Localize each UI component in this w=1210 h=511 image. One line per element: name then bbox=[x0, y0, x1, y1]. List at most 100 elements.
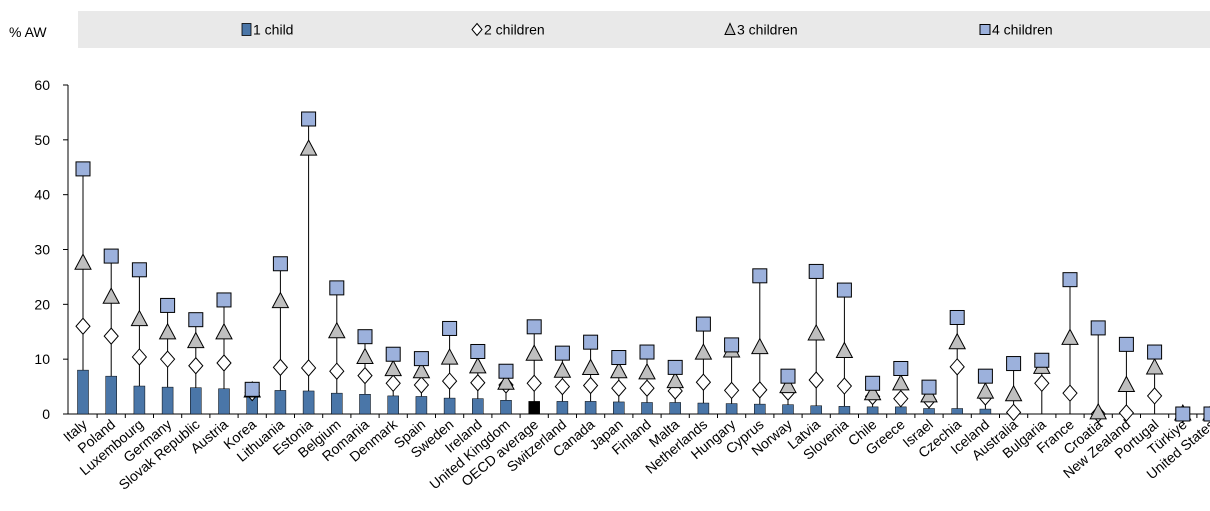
marker-triangle bbox=[1117, 375, 1136, 392]
bar bbox=[472, 398, 484, 415]
bar bbox=[979, 408, 992, 415]
legend-background bbox=[78, 11, 1210, 48]
marker-triangle bbox=[948, 332, 967, 350]
bar bbox=[528, 401, 540, 415]
bar bbox=[302, 390, 315, 415]
marker-square bbox=[752, 268, 768, 284]
bar bbox=[810, 405, 822, 415]
legend-swatch-square bbox=[979, 24, 991, 35]
marker-triangle bbox=[666, 371, 685, 389]
marker-diamond bbox=[1118, 404, 1135, 422]
marker-triangle bbox=[271, 291, 290, 309]
marker-square bbox=[75, 161, 91, 177]
bar bbox=[951, 408, 963, 415]
legend: 1 child 2 children 3 children 4 children bbox=[241, 22, 1053, 38]
y-tick-label: 60 bbox=[34, 77, 50, 93]
marker-square bbox=[498, 363, 514, 379]
marker-triangle bbox=[468, 356, 487, 374]
bar bbox=[866, 406, 879, 415]
marker-square bbox=[836, 282, 852, 298]
marker-triangle bbox=[609, 361, 628, 379]
bar bbox=[584, 401, 597, 415]
bar bbox=[359, 394, 371, 415]
marker-diamond bbox=[639, 379, 655, 397]
marker-square bbox=[188, 312, 204, 328]
marker-square bbox=[893, 360, 909, 376]
bar bbox=[697, 402, 710, 415]
marker-diamond bbox=[385, 374, 401, 393]
marker-triangle bbox=[215, 322, 233, 340]
marker-diamond bbox=[836, 377, 853, 395]
marker-triangle bbox=[384, 359, 403, 377]
marker-triangle bbox=[356, 347, 374, 365]
marker-triangle bbox=[186, 331, 205, 349]
legend-label: 1 child bbox=[253, 22, 293, 38]
marker-diamond bbox=[808, 371, 824, 389]
marker-diamond bbox=[272, 358, 289, 377]
marker-diamond bbox=[300, 359, 317, 377]
marker-diamond bbox=[723, 381, 740, 400]
unit-label: % AW bbox=[9, 24, 47, 40]
legend-label: 3 children bbox=[737, 22, 798, 38]
marker-square bbox=[216, 292, 232, 308]
bar bbox=[77, 369, 89, 415]
y-tick-label: 20 bbox=[34, 296, 50, 312]
marker-diamond bbox=[554, 377, 571, 396]
marker-triangle bbox=[1004, 384, 1023, 402]
bar bbox=[387, 395, 399, 415]
bar bbox=[556, 401, 569, 415]
markers bbox=[74, 111, 1210, 423]
bar bbox=[218, 388, 230, 415]
bar bbox=[895, 406, 907, 415]
bar bbox=[500, 400, 512, 415]
y-tick-label: 10 bbox=[34, 351, 50, 367]
marker-diamond bbox=[329, 362, 345, 380]
legend-swatch-diamond bbox=[471, 22, 483, 37]
marker-square bbox=[554, 345, 570, 361]
marker-triangle bbox=[779, 376, 797, 394]
marker-triangle bbox=[1061, 328, 1079, 345]
marker-square bbox=[780, 368, 796, 384]
marker-square bbox=[470, 343, 486, 359]
marker-triangle bbox=[553, 361, 572, 378]
marker-square bbox=[131, 262, 147, 278]
marker-square bbox=[1203, 406, 1210, 422]
marker-diamond bbox=[75, 317, 91, 336]
bar bbox=[725, 403, 738, 415]
marker-triangle bbox=[750, 337, 769, 355]
marker-square bbox=[865, 375, 881, 391]
marker-square bbox=[921, 379, 937, 395]
marker-triangle bbox=[102, 287, 121, 304]
marker-diamond bbox=[1146, 387, 1163, 405]
legend-label: 4 children bbox=[992, 22, 1053, 38]
marker-triangle bbox=[497, 373, 515, 390]
bar bbox=[161, 386, 174, 415]
marker-square bbox=[385, 346, 401, 362]
marker-square bbox=[583, 334, 599, 350]
marker-triangle bbox=[1089, 402, 1108, 420]
bar bbox=[613, 401, 625, 415]
marker-square bbox=[1006, 356, 1022, 372]
marker-diamond bbox=[1005, 403, 1022, 422]
marker-diamond bbox=[1034, 374, 1050, 393]
marker-square bbox=[301, 111, 317, 127]
marker-square bbox=[1118, 336, 1134, 352]
marker-triangle bbox=[807, 323, 826, 341]
bar bbox=[274, 390, 287, 415]
marker-diamond bbox=[893, 389, 909, 408]
marker-square bbox=[808, 263, 824, 279]
marker-diamond bbox=[582, 376, 599, 395]
marker-diamond bbox=[470, 373, 486, 392]
marker-diamond bbox=[188, 356, 204, 375]
marker-diamond bbox=[611, 379, 627, 397]
bar bbox=[669, 402, 681, 415]
bar bbox=[754, 403, 766, 415]
marker-diamond bbox=[159, 350, 176, 368]
marker-triangle bbox=[130, 309, 149, 327]
marker-triangle bbox=[525, 344, 544, 361]
bar bbox=[105, 375, 117, 415]
marker-square bbox=[413, 351, 429, 367]
marker-triangle bbox=[638, 362, 656, 380]
